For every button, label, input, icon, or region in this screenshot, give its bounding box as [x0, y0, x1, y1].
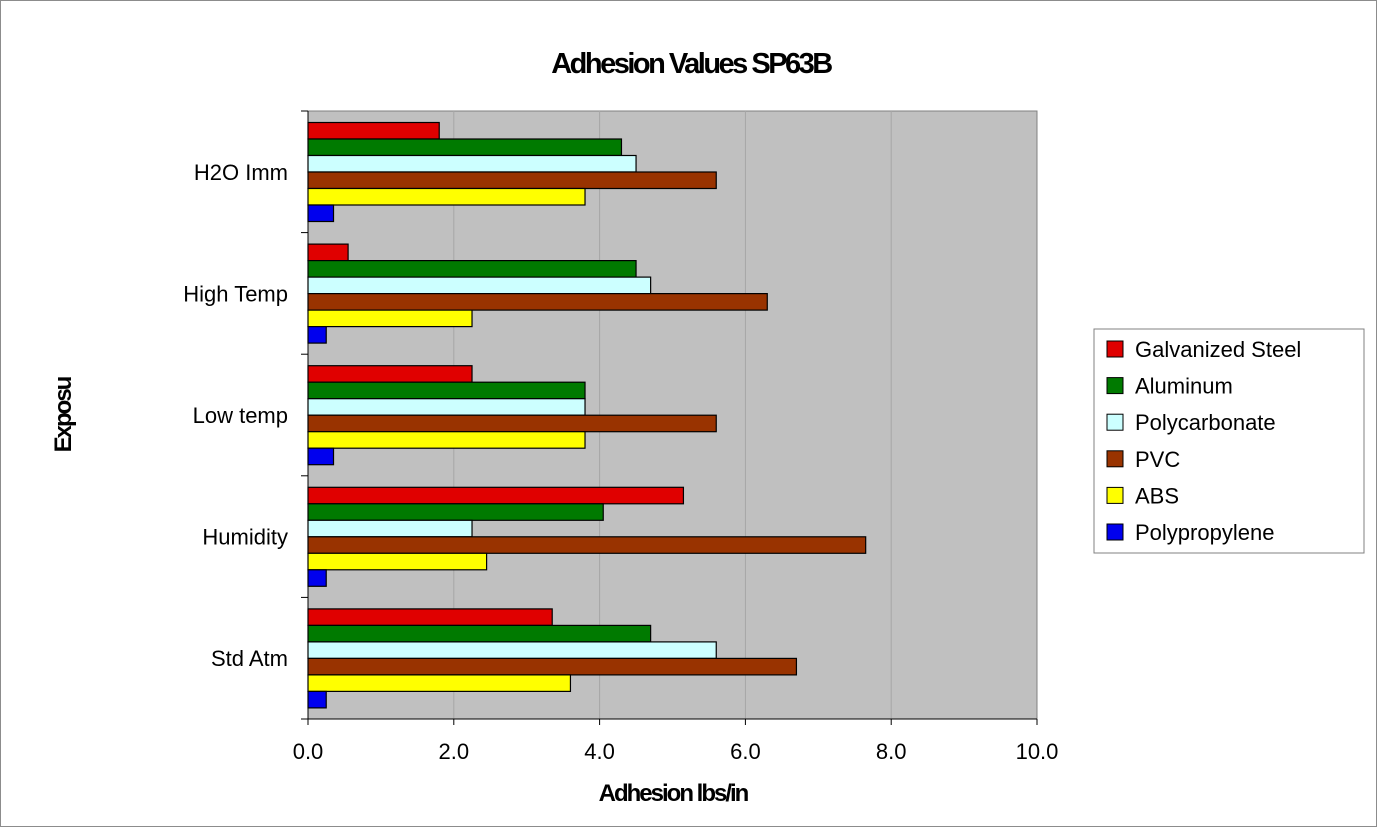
legend-label: Polypropylene: [1135, 520, 1274, 545]
x-tick-label: 8.0: [876, 739, 907, 764]
x-tick-label: 0.0: [293, 739, 324, 764]
y-axis-title: Exposu: [50, 376, 77, 452]
bar: [307, 121, 440, 140]
bar: [307, 293, 768, 311]
bar: [307, 641, 717, 660]
legend-box: [1093, 328, 1365, 554]
bar: [307, 569, 327, 587]
bar: [307, 447, 335, 466]
bar: [307, 154, 637, 173]
bar: [307, 381, 586, 400]
y-tick-label: High Temp: [183, 281, 288, 306]
bar: [307, 187, 586, 206]
y-tick-label: H2O Imm: [194, 160, 288, 185]
legend-label: Galvanized Steel: [1135, 337, 1301, 362]
x-tick-label: 6.0: [730, 739, 761, 764]
bar: [307, 171, 717, 190]
legend: Galvanized Steel Aluminum Polycarbonate PVC…: [1093, 328, 1365, 554]
bar: [307, 536, 867, 554]
bar: [307, 674, 572, 693]
legend-swatch: [1106, 377, 1124, 395]
legend-swatch: [1106, 450, 1124, 468]
chart-title: Adhesion Values SP63B: [551, 48, 832, 80]
legend-label: ABS: [1135, 483, 1179, 508]
bar: [307, 138, 623, 157]
legend-swatch: [1106, 523, 1124, 541]
legend-label: PVC: [1135, 447, 1180, 472]
legend-swatch: [1106, 486, 1124, 504]
x-tick-label: 10.0: [1016, 739, 1059, 764]
bar: [307, 552, 488, 571]
bar: [307, 309, 473, 328]
bar: [307, 276, 652, 295]
bar: [307, 204, 335, 223]
y-tick-label: Low temp: [193, 403, 288, 428]
bar: [307, 608, 553, 627]
legend-label: Aluminum: [1135, 374, 1233, 399]
bars: [307, 121, 867, 709]
legend-swatch: [1106, 413, 1124, 431]
bar: [307, 414, 717, 433]
bar: [307, 503, 604, 521]
bar: [307, 398, 586, 416]
axes: 0.0 2.0 4.0 6.0 8.0 10.0 Std Atm Humidity Low te…: [183, 110, 1059, 764]
x-axis-title: Adhesion lbs/in: [599, 780, 749, 807]
bar: [307, 486, 685, 505]
bar: [307, 431, 586, 449]
bar: [307, 624, 652, 643]
y-tick-label: Humidity: [202, 525, 288, 550]
legend-label: Polycarbonate: [1135, 410, 1276, 435]
x-tick-label: 2.0: [439, 739, 470, 764]
bar: [307, 690, 327, 709]
bar: [307, 657, 798, 676]
bar: [307, 243, 349, 262]
legend-swatch: [1106, 340, 1124, 358]
x-tick-label: 4.0: [584, 739, 615, 764]
bar: [307, 260, 637, 278]
bar: [307, 519, 473, 538]
bar: [307, 326, 327, 344]
bar: [307, 365, 473, 383]
y-tick-label: Std Atm: [211, 646, 288, 671]
